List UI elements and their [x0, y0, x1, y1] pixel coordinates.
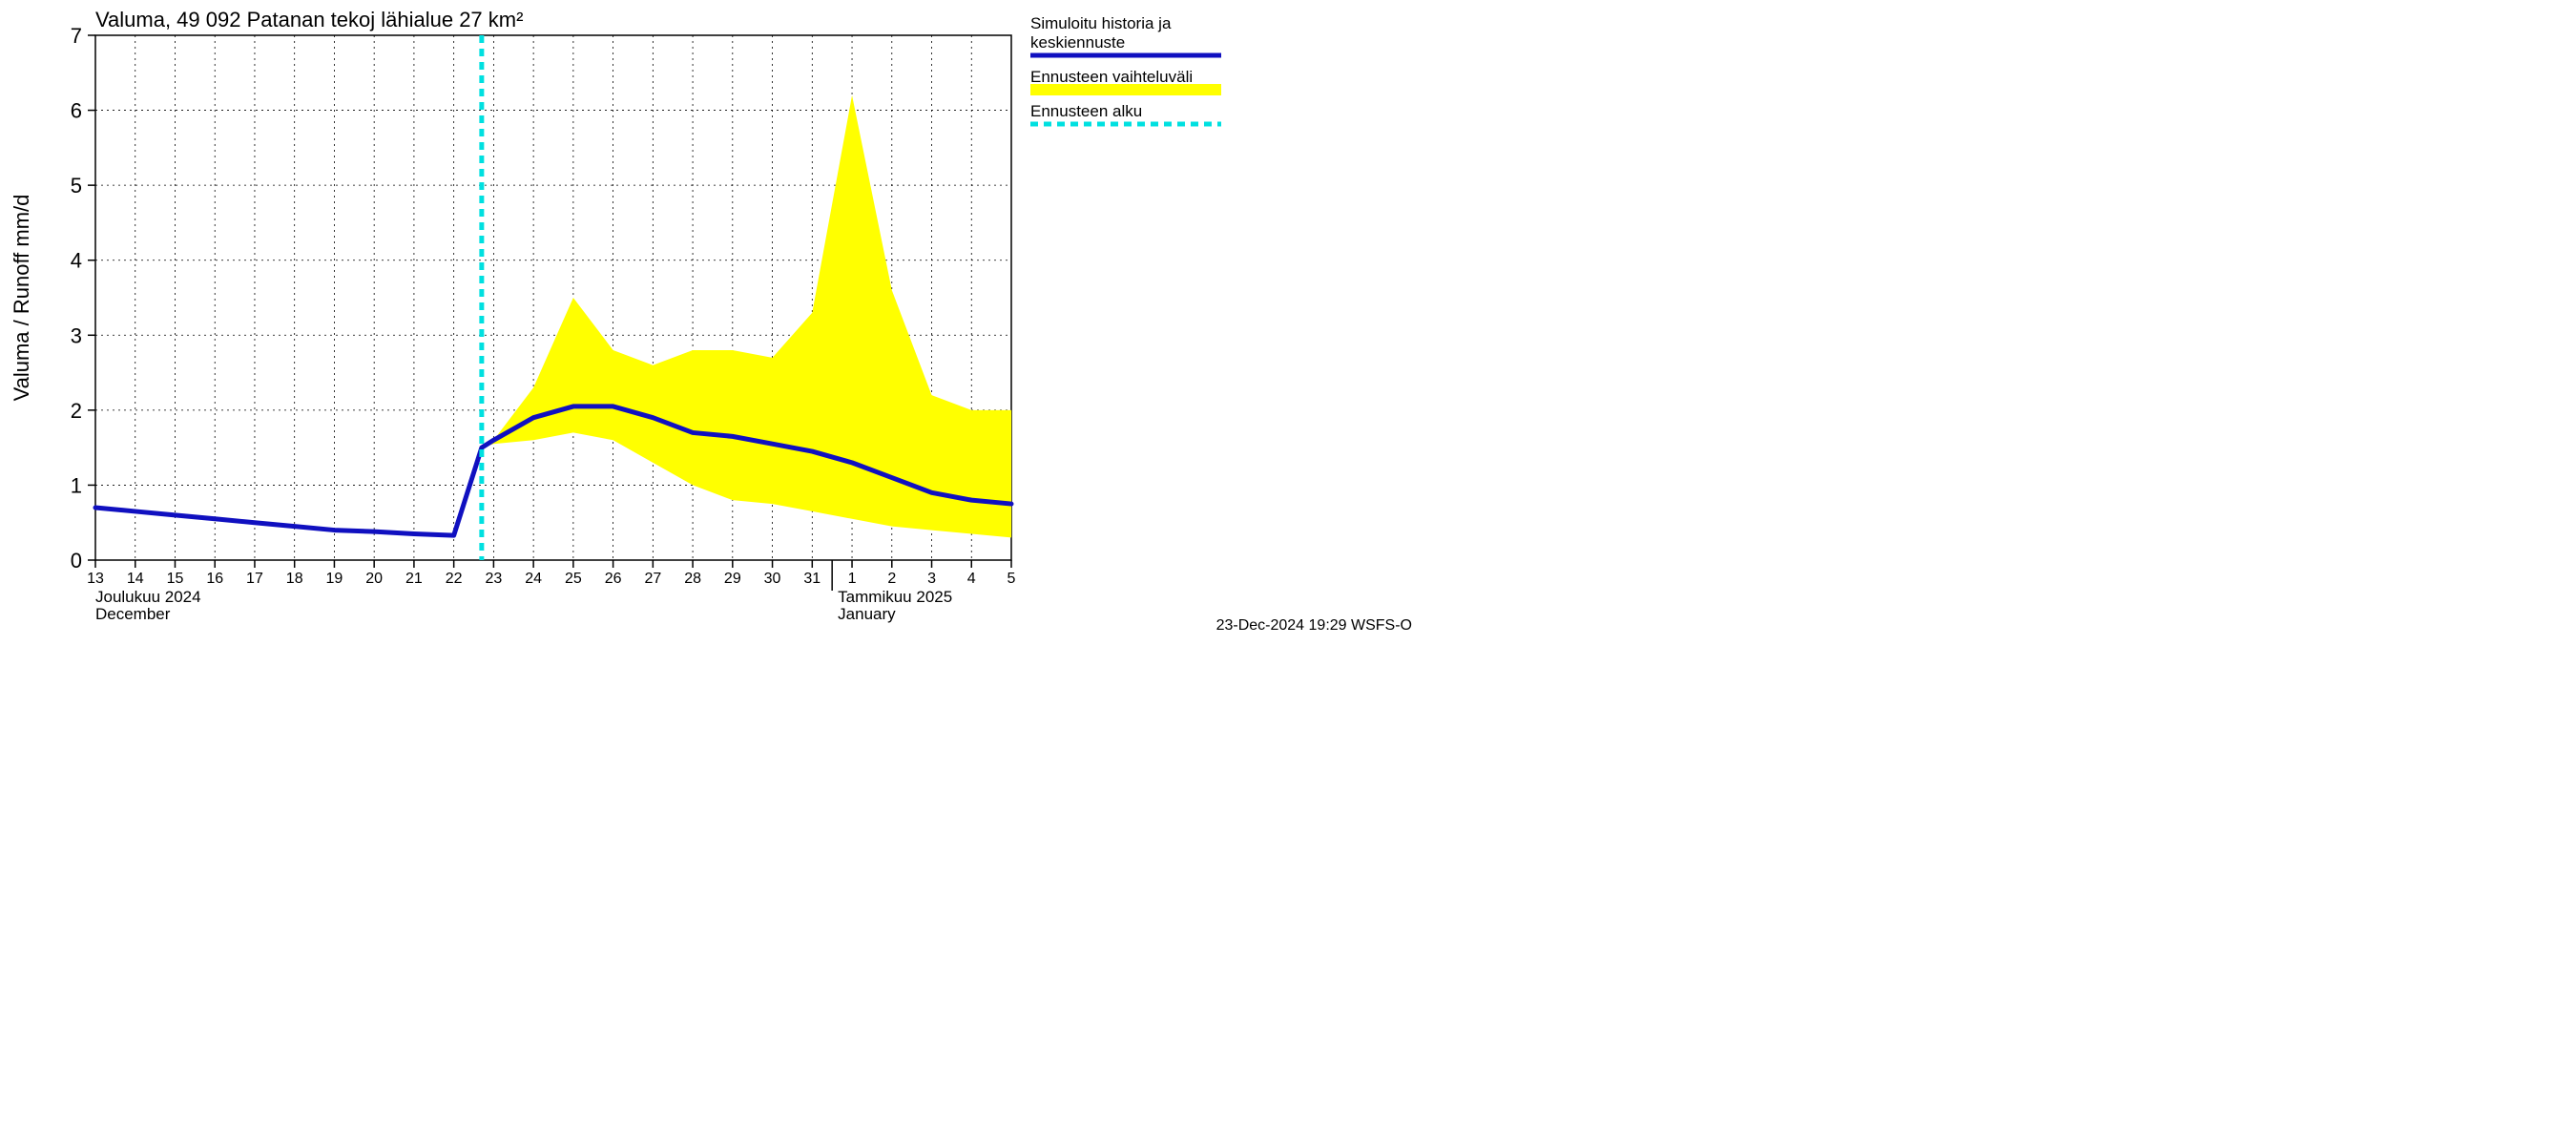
xtick-label: 17 [246, 571, 263, 587]
legend-swatch-band [1030, 84, 1221, 95]
month-left-1: Joulukuu 2024 [95, 588, 201, 606]
legend-label: Ennusteen alku [1030, 102, 1142, 120]
xtick-label: 21 [405, 571, 423, 587]
xtick-label: 20 [365, 571, 383, 587]
xtick-label: 1 [848, 571, 857, 587]
legend-label: Simuloitu historia ja [1030, 14, 1172, 32]
ytick-label: 1 [71, 473, 82, 497]
ytick-label: 0 [71, 549, 82, 572]
xtick-label: 15 [167, 571, 184, 587]
xtick-label: 19 [326, 571, 343, 587]
xtick-label: 5 [1008, 571, 1016, 587]
runoff-chart: 0123456713141516171819202122232425262728… [0, 0, 1431, 636]
xtick-label: 14 [127, 571, 144, 587]
xtick-label: 2 [887, 571, 896, 587]
xtick-label: 23 [485, 571, 502, 587]
ytick-label: 2 [71, 399, 82, 423]
xtick-label: 22 [446, 571, 463, 587]
ytick-label: 7 [71, 24, 82, 48]
xtick-label: 26 [605, 571, 622, 587]
ytick-label: 4 [71, 249, 82, 273]
xtick-label: 27 [644, 571, 661, 587]
ytick-label: 3 [71, 323, 82, 347]
y-axis-label: Valuma / Runoff mm/d [10, 195, 33, 402]
xtick-label: 4 [967, 571, 976, 587]
legend-label: keskiennuste [1030, 33, 1125, 52]
chart-container: 0123456713141516171819202122232425262728… [0, 0, 1431, 636]
chart-title: Valuma, 49 092 Patanan tekoj lähialue 27… [95, 8, 523, 31]
month-right-2: January [838, 605, 896, 623]
ytick-label: 5 [71, 174, 82, 198]
xtick-label: 25 [565, 571, 582, 587]
xtick-label: 30 [764, 571, 781, 587]
legend-label: Ennusteen vaihteluväli [1030, 68, 1193, 86]
xtick-label: 29 [724, 571, 741, 587]
ytick-label: 6 [71, 99, 82, 123]
xtick-label: 3 [927, 571, 936, 587]
xtick-label: 31 [803, 571, 821, 587]
xtick-label: 16 [206, 571, 223, 587]
xtick-label: 24 [525, 571, 542, 587]
month-right-1: Tammikuu 2025 [838, 588, 952, 606]
xtick-label: 18 [286, 571, 303, 587]
xtick-label: 28 [684, 571, 701, 587]
month-left-2: December [95, 605, 171, 623]
chart-footer: 23-Dec-2024 19:29 WSFS-O [1216, 617, 1412, 634]
xtick-label: 13 [87, 571, 104, 587]
